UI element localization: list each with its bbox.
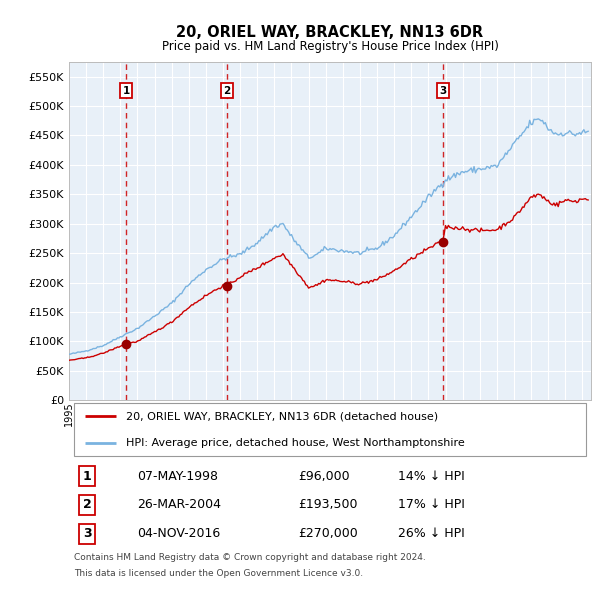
Text: Price paid vs. HM Land Registry's House Price Index (HPI): Price paid vs. HM Land Registry's House … (161, 40, 499, 53)
Text: 26% ↓ HPI: 26% ↓ HPI (398, 527, 464, 540)
Text: 04-NOV-2016: 04-NOV-2016 (137, 527, 220, 540)
Text: £96,000: £96,000 (299, 470, 350, 483)
Text: Contains HM Land Registry data © Crown copyright and database right 2024.: Contains HM Land Registry data © Crown c… (74, 553, 426, 562)
Text: 1: 1 (123, 86, 130, 96)
Text: HPI: Average price, detached house, West Northamptonshire: HPI: Average price, detached house, West… (127, 438, 465, 448)
Text: 1: 1 (83, 470, 92, 483)
Text: 07-MAY-1998: 07-MAY-1998 (137, 470, 218, 483)
Text: 20, ORIEL WAY, BRACKLEY, NN13 6DR: 20, ORIEL WAY, BRACKLEY, NN13 6DR (176, 25, 484, 40)
Text: 3: 3 (439, 86, 446, 96)
Text: 3: 3 (83, 527, 92, 540)
Text: 14% ↓ HPI: 14% ↓ HPI (398, 470, 464, 483)
Text: 26-MAR-2004: 26-MAR-2004 (137, 499, 221, 512)
Text: 17% ↓ HPI: 17% ↓ HPI (398, 499, 465, 512)
Text: 20, ORIEL WAY, BRACKLEY, NN13 6DR (detached house): 20, ORIEL WAY, BRACKLEY, NN13 6DR (detac… (127, 411, 439, 421)
Text: £270,000: £270,000 (299, 527, 358, 540)
Text: This data is licensed under the Open Government Licence v3.0.: This data is licensed under the Open Gov… (74, 569, 364, 578)
Text: 2: 2 (223, 86, 230, 96)
FancyBboxPatch shape (74, 402, 586, 456)
Text: £193,500: £193,500 (299, 499, 358, 512)
Text: 2: 2 (83, 499, 92, 512)
